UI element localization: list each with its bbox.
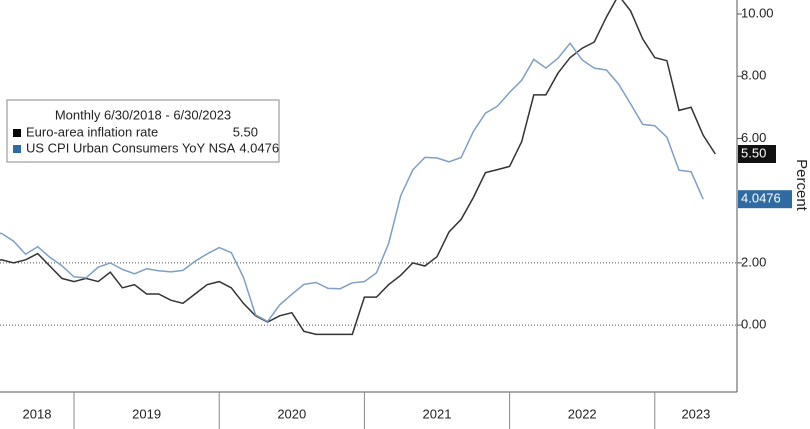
legend-title: Monthly 6/30/2018 - 6/30/2023: [55, 107, 231, 122]
legend-value: 5.50: [233, 124, 258, 139]
y-tick-label: 6.00: [741, 130, 766, 145]
last-value-tag: [738, 145, 776, 163]
last-value-label: 5.50: [741, 145, 766, 160]
x-tick-label: 2018: [23, 406, 52, 421]
legend-label: US CPI Urban Consumers YoY NSA: [26, 140, 236, 155]
series-line: [0, 41, 704, 323]
legend-value: 4.0476: [239, 140, 279, 155]
legend-swatch: [13, 145, 21, 153]
x-tick-label: 2019: [132, 406, 161, 421]
y-tick-label: 8.00: [741, 68, 766, 83]
x-tick-label: 2022: [568, 406, 597, 421]
series-line: [0, 0, 716, 336]
plot-area: [0, 0, 737, 336]
legend-swatch: [13, 129, 21, 137]
y-axis-label: Percent: [793, 159, 810, 212]
x-tick-label: 2021: [423, 406, 452, 421]
y-tick-label: 0.00: [741, 317, 766, 332]
y-tick-label: 2.00: [741, 254, 766, 269]
last-value-tag: [738, 190, 792, 209]
legend: Monthly 6/30/2018 - 6/30/2023 Euro-area …: [6, 99, 280, 163]
legend-box: [6, 99, 280, 163]
x-tick-label: 2020: [277, 406, 306, 421]
last-value-label: 4.0476: [741, 191, 781, 206]
x-tick-label: 2023: [681, 406, 710, 421]
legend-label: Euro-area inflation rate: [26, 124, 158, 139]
y-tick-label: 10.00: [741, 5, 774, 20]
